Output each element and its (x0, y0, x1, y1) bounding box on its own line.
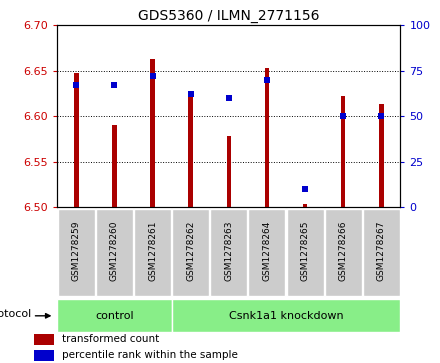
FancyBboxPatch shape (134, 209, 171, 296)
Bar (188, 91, 193, 207)
Bar (379, 104, 384, 207)
FancyBboxPatch shape (57, 299, 172, 332)
Bar (34, 350, 54, 362)
Bar (264, 68, 269, 207)
Text: control: control (95, 311, 134, 321)
Bar (303, 204, 308, 207)
FancyBboxPatch shape (172, 299, 400, 332)
Text: GSM1278261: GSM1278261 (148, 220, 157, 281)
FancyBboxPatch shape (363, 209, 400, 296)
Text: GSM1278262: GSM1278262 (186, 220, 195, 281)
Bar (150, 59, 155, 207)
Title: GDS5360 / ILMN_2771156: GDS5360 / ILMN_2771156 (138, 9, 319, 23)
Text: GSM1278266: GSM1278266 (339, 220, 348, 281)
Text: GSM1278263: GSM1278263 (224, 220, 233, 281)
Text: transformed count: transformed count (62, 334, 159, 344)
Text: Csnk1a1 knockdown: Csnk1a1 knockdown (229, 311, 343, 321)
FancyBboxPatch shape (172, 209, 209, 296)
Bar (34, 334, 54, 345)
Bar (112, 125, 117, 207)
Text: GSM1278265: GSM1278265 (301, 220, 310, 281)
Text: GSM1278260: GSM1278260 (110, 220, 119, 281)
Text: percentile rank within the sample: percentile rank within the sample (62, 351, 238, 360)
FancyBboxPatch shape (96, 209, 133, 296)
Text: protocol: protocol (0, 309, 32, 319)
Bar (341, 96, 345, 207)
Bar (227, 136, 231, 207)
FancyBboxPatch shape (286, 209, 323, 296)
Bar (74, 73, 79, 207)
FancyBboxPatch shape (325, 209, 362, 296)
Text: GSM1278259: GSM1278259 (72, 220, 81, 281)
FancyBboxPatch shape (249, 209, 286, 296)
Text: GSM1278267: GSM1278267 (377, 220, 386, 281)
FancyBboxPatch shape (58, 209, 95, 296)
FancyBboxPatch shape (210, 209, 247, 296)
Text: GSM1278264: GSM1278264 (262, 220, 271, 281)
